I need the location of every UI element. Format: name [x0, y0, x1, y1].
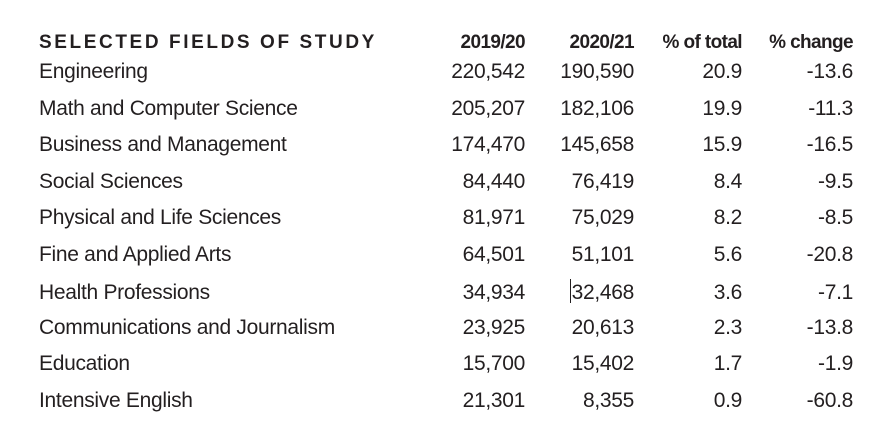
value-2020-21-cell: 75,029 — [571, 206, 635, 229]
value-2020-21-cell: 182,106 — [560, 96, 634, 120]
value-2019-20-cell: 15,700 — [462, 352, 526, 375]
percent-change-cell: -16.5 — [806, 133, 854, 156]
percent-change-cell: -11.3 — [808, 96, 853, 120]
value-2019-20-cell: 21,301 — [462, 388, 526, 412]
value-2019-20-cell: 174,470 — [451, 133, 525, 156]
field-name-cell: Math and Computer Science — [39, 96, 298, 120]
percent-change-cell: -13.8 — [806, 315, 854, 339]
value-2020-21-cell: 20,613 — [571, 315, 635, 339]
percent-of-total-cell: 3.6 — [713, 281, 743, 304]
table-row: Intensive English 21,301 8,355 0.9 -60.8 — [39, 389, 853, 426]
table-row: Education 15,700 15,402 1.7 -1.9 — [39, 352, 853, 389]
field-name-cell: Social Sciences — [39, 169, 183, 193]
value-2019-20-cell: 34,934 — [462, 281, 526, 304]
value-2020-21-cell: 76,419 — [571, 169, 635, 193]
value-2019-20-cell: 84,440 — [462, 169, 526, 193]
table-row: Engineering 220,542 190,590 20.9 -13.6 — [39, 60, 853, 97]
value-2020-21-cell: 51,101 — [571, 242, 635, 266]
value-2019-20-cell: 220,542 — [451, 60, 525, 83]
value-2019-20-cell: 64,501 — [462, 242, 526, 266]
field-name-cell: Physical and Life Sciences — [39, 206, 282, 229]
field-name-cell: Education — [39, 352, 130, 375]
field-name-cell: Communications and Journalism — [39, 315, 335, 339]
percent-of-total-cell: 2.3 — [713, 315, 743, 339]
field-name-cell: Health Professions — [39, 281, 210, 304]
value-2020-21-cell: 15,402 — [571, 352, 635, 375]
percent-of-total-cell: 1.7 — [713, 352, 743, 375]
percent-of-total-cell: 15.9 — [702, 133, 742, 156]
value-2019-20-cell: 205,207 — [451, 96, 525, 120]
percent-change-cell: -60.8 — [806, 388, 854, 412]
header-percent-change: % change — [769, 32, 854, 53]
percent-change-cell: -13.6 — [806, 60, 854, 83]
percent-change-cell: -8.5 — [818, 206, 853, 229]
text-cursor — [569, 279, 571, 303]
field-name-cell: Engineering — [39, 60, 148, 83]
percent-of-total-cell: 0.9 — [713, 388, 743, 412]
value-2020-21-cell: 145,658 — [560, 133, 634, 156]
table-row: Communications and Journalism 23,925 20,61… — [39, 316, 853, 353]
header-year-2019-20: 2019/20 — [460, 32, 526, 53]
value-2020-21-cell: 190,590 — [560, 60, 634, 83]
field-name-cell: Fine and Applied Arts — [39, 242, 232, 266]
percent-change-cell: -7.1 — [818, 281, 853, 304]
header-field-of-study: SELECTED FIELDS OF STUDY — [39, 32, 377, 53]
header-percent-of-total: % of total — [662, 32, 743, 53]
cell-text: 32,468 — [571, 281, 635, 304]
fields-of-study-table: SELECTED FIELDS OF STUDY 2019/20 2020/21… — [39, 26, 854, 425]
value-2019-20-cell: 23,925 — [462, 315, 526, 339]
percent-change-cell: -20.8 — [806, 242, 854, 266]
percent-of-total-cell: 5.6 — [713, 242, 743, 266]
value-2020-21-cell: 8,355 — [582, 388, 634, 412]
table-row: Health Professions 34,934 32,468 3.6 -7.1 — [39, 279, 853, 316]
table-row: Fine and Applied Arts 64,501 51,101 5.6 -20.… — [39, 243, 853, 280]
table-body: Engineering 220,542 190,590 20.9 -13.6 Math a… — [39, 60, 853, 425]
percent-change-cell: -1.9 — [818, 352, 853, 375]
table-row: Business and Management 174,470 145,658 15.… — [39, 133, 853, 170]
header-year-2020-21: 2020/21 — [569, 32, 635, 53]
percent-change-cell: -9.5 — [818, 169, 853, 193]
field-name-cell: Intensive English — [39, 388, 193, 412]
percent-of-total-cell: 20.9 — [702, 60, 742, 83]
field-name-cell: Business and Management — [39, 133, 287, 156]
table-header-row: SELECTED FIELDS OF STUDY 2019/20 2020/21… — [39, 26, 854, 60]
table-row: Physical and Life Sciences 81,971 75,029 8.… — [39, 206, 853, 243]
table-row: Math and Computer Science 205,207 182,106 1… — [39, 97, 853, 134]
percent-of-total-cell: 8.4 — [713, 169, 743, 193]
percent-of-total-cell: 8.2 — [713, 206, 743, 229]
table-row: Social Sciences 84,440 76,419 8.4 -9.5 — [39, 170, 853, 207]
value-2020-21-cell: 32,468 — [525, 279, 634, 305]
percent-of-total-cell: 19.9 — [702, 96, 742, 120]
value-2019-20-cell: 81,971 — [462, 206, 526, 229]
